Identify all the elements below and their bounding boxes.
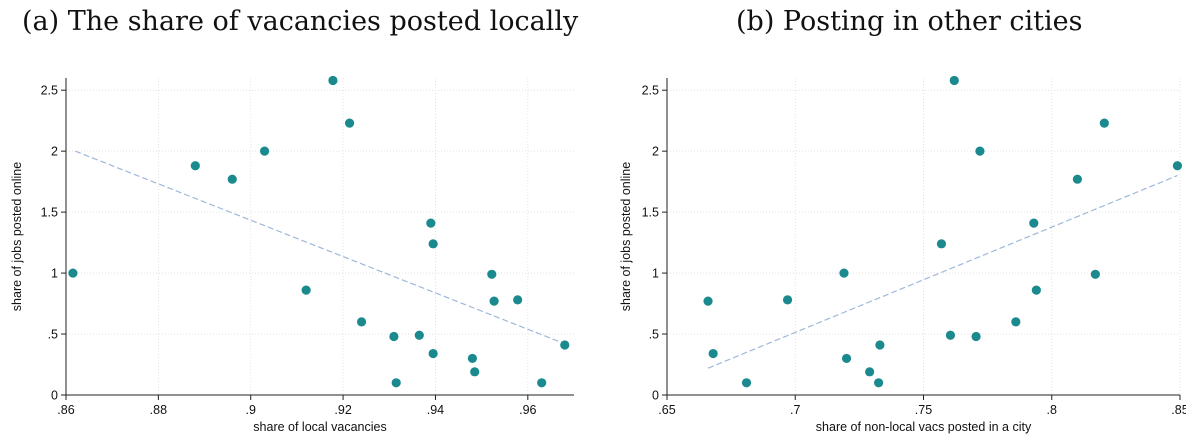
scatter-point (874, 378, 884, 388)
scatter-point (426, 218, 436, 228)
x-tick-label: .65 (658, 403, 675, 417)
scatter-point (560, 340, 570, 350)
scatter-point (936, 239, 947, 249)
scatter-point (190, 161, 200, 171)
scatter-point (328, 75, 338, 86)
scatter-point (259, 146, 270, 156)
scatter-point (1031, 285, 1041, 295)
x-axis-label: share of local vacancies (253, 420, 386, 434)
y-tick-label: 2 (51, 145, 58, 159)
scatter-point (344, 118, 355, 128)
scatter-point (703, 296, 713, 306)
scatter-point (301, 285, 311, 295)
scatter-point (428, 348, 438, 359)
y-tick-label: 0 (652, 389, 659, 403)
y-tick-label: .5 (48, 328, 58, 342)
x-tick-label: .7 (790, 403, 800, 417)
x-tick-label: .85 (1171, 403, 1186, 417)
x-tick-label: .92 (334, 403, 351, 417)
x-tick-label: .75 (915, 403, 932, 417)
y-tick-label: 1.5 (41, 206, 58, 220)
scatter-point (227, 174, 237, 184)
scatter-point (971, 331, 981, 342)
y-axis-label: share of jobs posted online (10, 162, 24, 311)
scatter-point (949, 75, 959, 86)
scatter-point (389, 331, 399, 342)
scatter-point (68, 268, 78, 278)
scatter-point (467, 353, 477, 364)
scatter-point (537, 378, 547, 388)
x-tick-label: .96 (519, 403, 536, 417)
y-axis-label: share of jobs posted online (619, 162, 633, 311)
y-tick-label: .5 (649, 328, 659, 342)
scatter-point (782, 295, 793, 305)
scatter-point (841, 353, 852, 364)
panel-a-title: (a) The share of vacancies posted locall… (22, 6, 579, 37)
scatter-point (839, 268, 849, 278)
scatter-point (1029, 218, 1039, 228)
scatter-point (1090, 269, 1100, 279)
scatter-panel-b: 0 .5 1 1.5 2 2.5 .65 .7 .75 .8 .85 share of non-loc… (619, 75, 1186, 434)
x-tick-label: .9 (246, 403, 256, 417)
scatter-point (356, 317, 367, 327)
y-tick-label: 2 (652, 145, 659, 159)
scatter-point (391, 378, 401, 388)
scatter-point (1011, 317, 1021, 327)
scatter-point (513, 295, 523, 305)
scatter-point (741, 378, 752, 388)
scatter-point (414, 330, 424, 340)
panel-b-title: (b) Posting in other cities (736, 6, 1083, 37)
x-tick-label: .94 (427, 403, 444, 417)
x-tick-label: .88 (150, 403, 167, 417)
scatter-point (975, 146, 985, 156)
y-tick-label: 2.5 (41, 84, 58, 98)
scatter-point (945, 330, 956, 340)
y-tick-label: 1 (51, 267, 58, 281)
x-axis-label: share of non-local vacs posted in a city (816, 420, 1032, 434)
x-tick-label: .86 (57, 403, 74, 417)
scatter-point (1172, 161, 1183, 171)
y-tick-label: 0 (51, 389, 58, 403)
scatter-point (875, 340, 885, 350)
scatter-point (487, 269, 497, 279)
scatter-point (708, 348, 718, 359)
y-tick-label: 2.5 (642, 84, 659, 98)
scatter-point (865, 367, 875, 377)
y-tick-label: 1.5 (642, 206, 659, 220)
scatter-point (428, 239, 438, 249)
fitted-line (707, 174, 1178, 369)
scatter-panel-a: 0 .5 1 1.5 2 2.5 .86 .88 .9 .92 .94 .96 share of loc… (10, 75, 574, 434)
scatter-point (1099, 118, 1109, 128)
y-tick-label: 1 (652, 267, 659, 281)
scatter-point (489, 296, 499, 306)
fitted-line (75, 150, 565, 345)
x-tick-label: .8 (1047, 403, 1057, 417)
scatter-point (470, 367, 480, 377)
scatter-point (1072, 174, 1082, 184)
